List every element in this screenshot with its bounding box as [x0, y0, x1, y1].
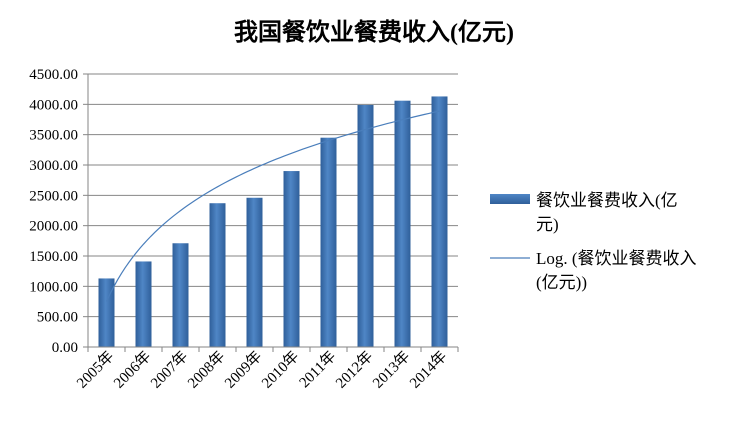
bar — [135, 261, 152, 347]
bar — [246, 197, 263, 347]
x-tick-label: 2011年 — [296, 348, 339, 391]
x-tick-label: 2009年 — [221, 348, 265, 392]
legend-bar-label-line1: 餐饮业餐费收入(亿 — [536, 191, 678, 210]
bars — [98, 96, 448, 348]
bar — [431, 96, 448, 348]
x-tick-label: 2006年 — [110, 348, 154, 392]
bar — [394, 100, 411, 348]
legend-trend-label-line2: (亿元)) — [536, 273, 587, 292]
legend-bar-swatch — [490, 194, 530, 204]
y-tick-label: 3000.00 — [29, 158, 78, 174]
x-tick-label: 2008年 — [184, 348, 228, 392]
y-tick-label: 0.00 — [52, 340, 78, 356]
y-tick-label: 4500.00 — [29, 67, 78, 83]
x-tick-label: 2014年 — [406, 348, 450, 392]
legend: 餐饮业餐费收入(亿 元) Log. (餐饮业餐费收入 (亿元)) — [490, 191, 697, 292]
x-tick-label: 2012年 — [332, 348, 376, 392]
log-trendline — [105, 110, 440, 302]
x-tick-label: 2005年 — [73, 348, 117, 392]
bar — [98, 278, 115, 347]
legend-trend-label-line1: Log. (餐饮业餐费收入 — [536, 249, 697, 268]
axes — [87, 74, 459, 352]
y-tick-label: 2000.00 — [29, 219, 78, 235]
y-tick-label: 1000.00 — [29, 279, 78, 295]
y-tick-label: 2500.00 — [29, 188, 78, 204]
chart-title: 我国餐饮业餐费收入(亿元) — [234, 19, 514, 46]
x-axis-ticks: 2005年2006年2007年2008年2009年2010年2011年2012年… — [73, 348, 450, 392]
bar — [172, 243, 189, 347]
bar — [320, 137, 337, 347]
y-tick-label: 3500.00 — [29, 128, 78, 144]
bar — [209, 203, 226, 347]
y-tick-label: 4000.00 — [29, 97, 78, 113]
x-tick-label: 2007年 — [147, 348, 191, 392]
bar — [283, 171, 300, 347]
y-tick-label: 500.00 — [37, 310, 78, 326]
bar — [357, 104, 374, 347]
y-tick-label: 1500.00 — [29, 249, 78, 265]
y-axis-ticks: 0.00 500.00 1000.00 1500.00 2000.00 2500.00 30… — [29, 67, 78, 356]
x-tick-label: 2013年 — [369, 348, 413, 392]
x-tick-label: 2010年 — [258, 348, 302, 392]
legend-bar-label-line2: 元) — [536, 215, 559, 234]
